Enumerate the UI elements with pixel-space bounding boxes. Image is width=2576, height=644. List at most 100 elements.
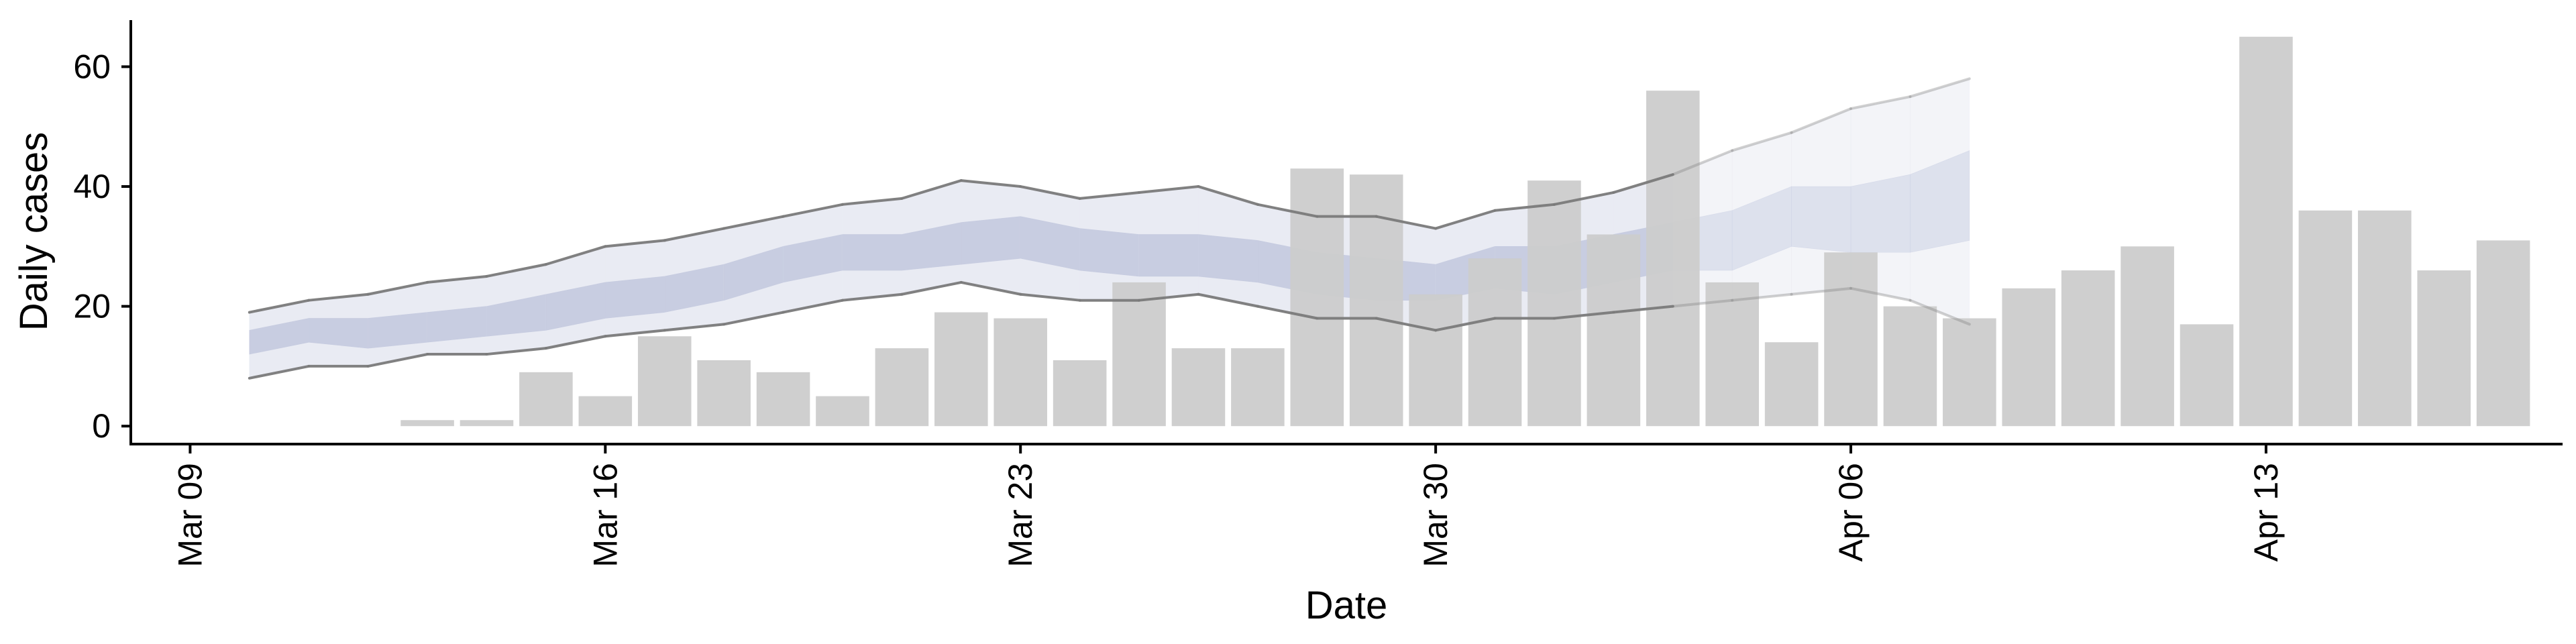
inner-band-segment xyxy=(1850,174,1911,253)
lower-bound-line xyxy=(544,335,607,350)
upper-bound-line xyxy=(722,215,785,230)
bar xyxy=(637,336,692,427)
bar xyxy=(1468,258,1522,427)
bar xyxy=(1231,348,1285,427)
bar xyxy=(1171,348,1226,427)
inner-band-segment xyxy=(368,312,428,349)
lower-bound-line xyxy=(248,364,311,380)
upper-bound-line xyxy=(959,179,1022,189)
upper-bound-line xyxy=(1612,173,1674,194)
lower-bound-line xyxy=(663,323,726,332)
lower-bound-line xyxy=(722,311,785,326)
bar xyxy=(1053,360,1107,427)
upper-bound-line xyxy=(307,292,370,302)
x-axis-ticks: Mar 09 Mar 16 Mar 23 Mar 30 Apr 06 Apr 13 xyxy=(171,444,2285,568)
upper-bound-line xyxy=(1552,191,1615,206)
lower-bound-line xyxy=(1434,317,1497,332)
bar xyxy=(816,396,869,427)
y-axis-ticks: 0 20 40 60 xyxy=(73,48,131,445)
upper-bound-line xyxy=(485,263,547,278)
lower-bound-line xyxy=(485,347,547,356)
bar xyxy=(2476,240,2530,427)
lower-bound-line xyxy=(1197,292,1259,308)
bar xyxy=(1112,282,1166,427)
y-tick-label: 0 xyxy=(92,407,111,445)
bar xyxy=(934,312,988,427)
bar xyxy=(1705,282,1759,427)
upper-bound-line xyxy=(1138,185,1200,194)
lower-bound-line xyxy=(1138,292,1200,302)
lower-bound-line xyxy=(1909,299,1971,326)
bar xyxy=(994,318,1048,427)
lower-bound-line xyxy=(1731,292,1793,302)
lower-bound-line xyxy=(1612,305,1674,314)
bound-line-layer xyxy=(248,77,1971,380)
upper-bound-line xyxy=(1019,185,1081,200)
upper-bound-line xyxy=(1078,191,1141,200)
inner-band-segment xyxy=(842,234,902,271)
lower-bound-line xyxy=(366,353,429,368)
bar xyxy=(1764,342,1819,427)
bar xyxy=(875,348,929,427)
lower-bound-line xyxy=(959,280,1022,296)
x-tick-label: Mar 09 xyxy=(171,463,209,568)
bar xyxy=(756,372,810,427)
upper-bound-line xyxy=(1375,215,1438,230)
upper-bound-line xyxy=(248,299,311,314)
lower-bound-line xyxy=(1671,299,1734,308)
upper-bound-line xyxy=(604,239,666,248)
lower-bound-line xyxy=(900,280,963,296)
bar xyxy=(1824,252,1878,427)
upper-bound-line xyxy=(663,227,726,242)
bar xyxy=(519,372,573,427)
lower-bound-line xyxy=(841,292,904,302)
lower-bound-line xyxy=(604,329,666,338)
upper-bound-line xyxy=(1434,209,1497,230)
upper-bound-line xyxy=(1731,131,1793,152)
inner-band-segment xyxy=(1138,234,1199,277)
upper-bound-line xyxy=(544,245,607,266)
bar xyxy=(1883,306,1937,427)
bar xyxy=(460,420,514,427)
y-axis-title: Daily cases xyxy=(12,132,56,331)
bar-layer xyxy=(400,36,2530,427)
bar xyxy=(1290,168,1344,427)
inner-band-segment xyxy=(1791,186,1851,253)
bar xyxy=(2357,210,2412,427)
y-tick-label: 60 xyxy=(73,48,111,85)
bar xyxy=(2121,246,2174,427)
x-axis-title: Date xyxy=(1305,584,1388,627)
upper-bound-line xyxy=(366,280,429,296)
bar xyxy=(2061,270,2115,427)
y-tick-label: 40 xyxy=(73,168,111,205)
upper-bound-line xyxy=(426,274,488,284)
lower-bound-line xyxy=(1256,305,1319,320)
bar xyxy=(2002,288,2056,427)
lower-bound-line xyxy=(1849,286,1912,302)
upper-bound-line xyxy=(900,179,963,200)
x-tick-label: Apr 13 xyxy=(2247,463,2285,561)
lower-bound-line xyxy=(782,299,844,314)
upper-bound-line xyxy=(841,197,904,206)
upper-bound-line xyxy=(1909,77,1971,99)
upper-bound-line xyxy=(1256,203,1319,218)
x-tick-label: Mar 23 xyxy=(1002,463,1039,568)
bar xyxy=(400,420,454,427)
x-tick-label: Mar 16 xyxy=(586,463,624,568)
inner-band-segment xyxy=(961,216,1021,265)
lower-bound-line xyxy=(1552,311,1615,320)
x-tick-label: Mar 30 xyxy=(1417,463,1454,568)
bar xyxy=(2417,270,2471,427)
bar xyxy=(1527,180,1581,427)
bar xyxy=(2298,210,2353,427)
x-tick-label: Apr 06 xyxy=(1832,463,1870,561)
lower-bound-line xyxy=(1019,292,1081,302)
upper-bound-line xyxy=(1197,185,1259,206)
bar xyxy=(2180,324,2234,427)
lower-bound-line xyxy=(1375,317,1438,332)
bar xyxy=(2239,36,2293,427)
lower-bound-line xyxy=(1790,286,1853,296)
upper-bound-line xyxy=(782,203,844,218)
upper-bound-line xyxy=(1849,95,1912,110)
